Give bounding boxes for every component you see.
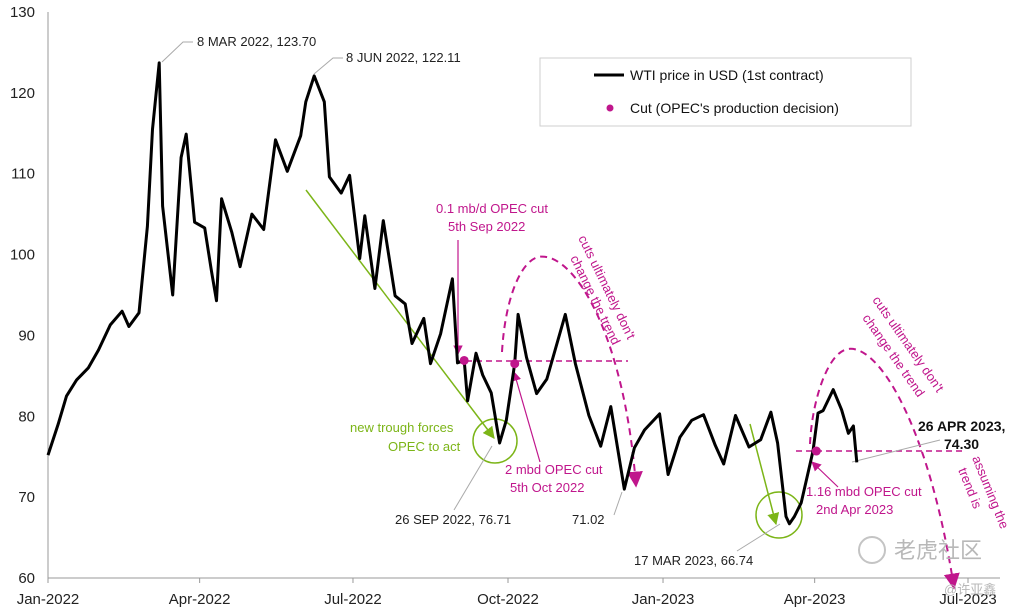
y-tick-label: 80 <box>18 408 35 425</box>
peak2-label: 8 JUN 2022, 122.11 <box>346 50 461 65</box>
legend-cut-swatch <box>606 104 614 112</box>
legend-cut-label: Cut (OPEC's production decision) <box>630 100 839 116</box>
cut3-label-line1: 1.16 mbd OPEC cut <box>806 484 922 499</box>
low-mar-leader <box>736 523 781 552</box>
x-tick-label: Jul-2023 <box>939 591 997 608</box>
trend-curve-2 <box>809 347 960 590</box>
cut2-label-line1: 2 mbd OPEC cut <box>505 462 603 477</box>
legend-box <box>539 57 912 127</box>
y-tick-label: 100 <box>10 247 35 264</box>
legend-line-label: WTI price in USD (1st contract) <box>630 67 824 83</box>
cut-marker <box>459 355 469 365</box>
low-sep-label: 26 SEP 2022, 76.71 <box>395 512 511 527</box>
wti-price-line <box>46 61 859 526</box>
y-tick-label: 90 <box>18 327 35 344</box>
watermark-text: 老虎社区 <box>894 539 982 564</box>
watermark: 老虎社区 @许亚鑫 <box>858 536 996 597</box>
sep-trough-circle <box>472 418 518 464</box>
trough-label-line2: OPEC to act <box>388 439 461 454</box>
last-leader <box>851 439 941 463</box>
cut-marker <box>811 446 821 456</box>
downtrend-arrow <box>305 189 495 439</box>
cut2-label-line2: 5th Oct 2022 <box>510 480 584 495</box>
last-label-line2: 74.30 <box>944 436 979 452</box>
cut1-label-line2: 5th Sep 2022 <box>448 219 525 234</box>
peak2-leader <box>313 57 343 75</box>
leader-lines <box>161 41 941 552</box>
peak1-leader <box>161 41 193 63</box>
x-tick-label: Oct-2022 <box>477 591 539 608</box>
y-tick-label: 130 <box>10 4 35 21</box>
cut2-arrow <box>511 371 541 463</box>
x-tick-label: Jul-2022 <box>324 591 382 608</box>
march-drop-arrow <box>749 423 780 526</box>
x-tick-label: Jan-2023 <box>632 591 695 608</box>
cut-markers <box>459 355 821 456</box>
cut3-arrow <box>811 461 839 488</box>
watermark-handle: @许亚鑫 <box>944 582 996 597</box>
peak1-label: 8 MAR 2022, 123.70 <box>197 34 316 49</box>
low-dec-leader <box>613 491 623 516</box>
last-label-line1: 26 APR 2023, <box>918 418 1005 434</box>
y-tick-label: 70 <box>18 489 35 506</box>
low-dec-label: 71.02 <box>572 512 605 527</box>
x-axis-ticks: Jan-2022 Apr-2022 Jul-2022 Oct-2022 Jan-2023… <box>17 578 997 608</box>
watermark-logo-icon <box>858 536 886 564</box>
y-tick-label: 120 <box>10 85 35 102</box>
low-sep-leader <box>453 445 493 511</box>
low-mar-label: 17 MAR 2023, 66.74 <box>634 553 753 568</box>
trough-label-line1: new trough forces <box>350 420 454 435</box>
trend-curve-1 <box>501 255 643 488</box>
mar-trough-circle <box>755 491 803 539</box>
x-tick-label: Apr-2022 <box>169 591 231 608</box>
cut3-label-line2: 2nd Apr 2023 <box>816 502 893 517</box>
y-axis-ticks: 60 70 80 90 100 110 120 130 <box>10 4 35 587</box>
cut-annotations <box>453 240 965 590</box>
x-tick-label: Apr-2023 <box>784 591 846 608</box>
y-tick-label: 60 <box>18 570 35 587</box>
y-tick-label: 110 <box>11 166 35 183</box>
cut-marker <box>510 359 520 369</box>
legend: WTI price in USD (1st contract) Cut (OPE… <box>539 57 912 127</box>
cut1-label-line1: 0.1 mb/d OPEC cut <box>436 201 548 216</box>
x-tick-label: Jan-2022 <box>17 591 80 608</box>
